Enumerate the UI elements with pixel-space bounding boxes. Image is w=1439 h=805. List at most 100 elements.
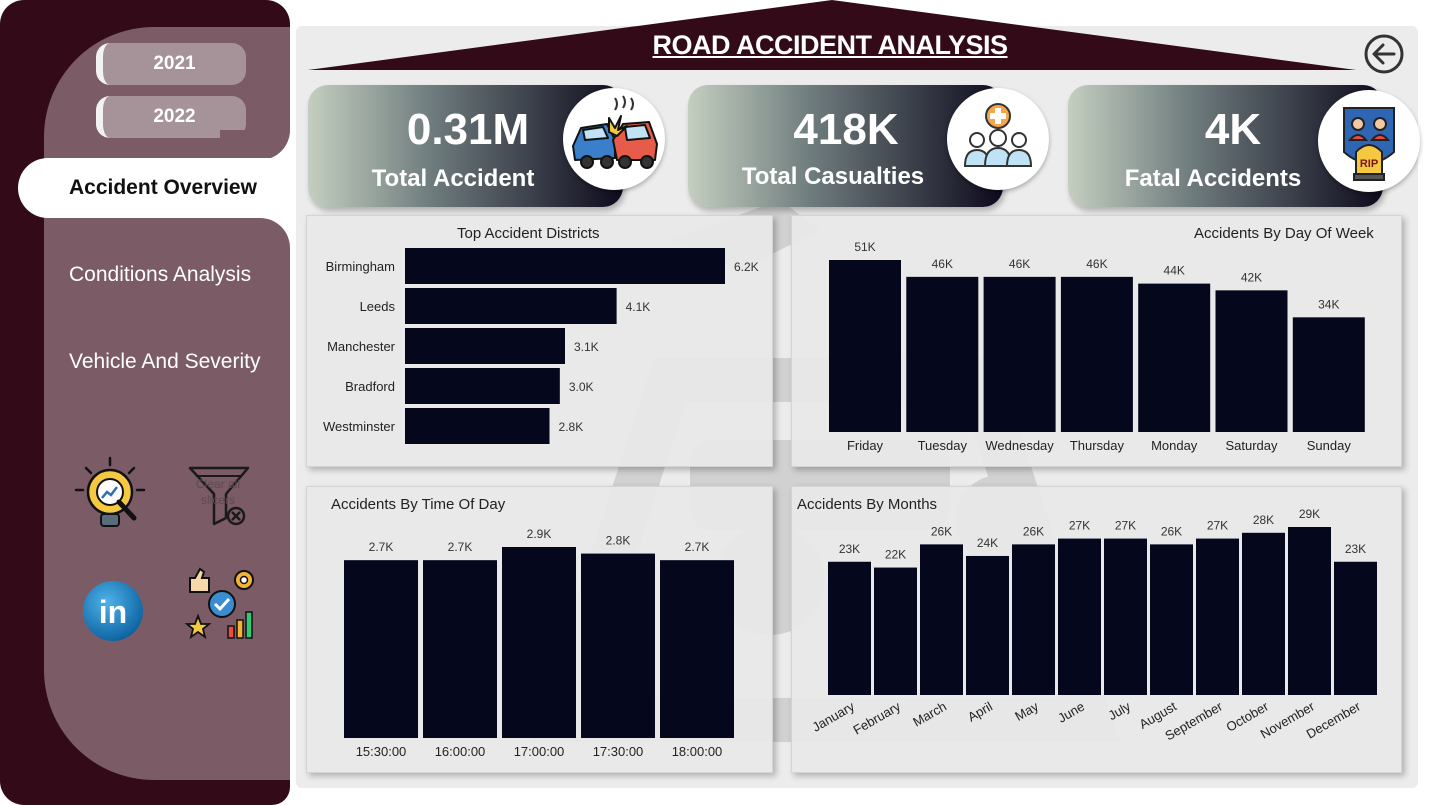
bar [874,567,917,695]
nav-conditions-analysis[interactable]: Conditions Analysis [69,263,252,286]
category-label: Sunday [1307,438,1352,453]
data-label: 34K [1318,297,1339,311]
category-label: Wednesday [985,438,1054,453]
filter-clear-icon[interactable]: Clear all slicers [186,462,262,538]
category-label: Monday [1151,438,1198,453]
category-label: January [809,698,857,734]
bar [405,248,725,284]
year-button-2021[interactable]: 2021 [96,43,246,85]
chart-title: Accidents By Months [797,496,938,513]
category-label: May [1012,698,1041,724]
bar [1292,317,1365,432]
data-label: 3.0K [569,380,594,394]
bar [1138,283,1211,432]
data-label: 27K [1207,519,1228,533]
linkedin-icon[interactable]: in [82,580,144,642]
chart-top-accident-districts: Top Accident Districts Birmingham 6.2K Lee… [306,215,773,467]
bar [423,560,497,738]
category-label: July [1105,698,1133,723]
data-label: 24K [977,536,998,550]
kpi-value: 0.31M [406,105,530,154]
category-label: 15:30:00 [356,744,407,759]
category-label: Westminster [323,419,396,434]
data-label: 2.9K [527,527,552,541]
category-label: Manchester [327,339,396,354]
chart-svg: 2.7K 15:30:00 2.7K 16:00:00 2.9K 17:00:00 2.8K… [344,527,734,759]
title-banner [308,0,1356,70]
car-crash-icon [563,88,665,190]
category-label: February [850,698,903,737]
data-label: 44K [1164,264,1185,278]
kpi-label: Total Casualties [741,163,925,190]
bar [1288,527,1331,695]
svg-text:RIP: RIP [1360,158,1378,170]
category-label: Friday [847,438,884,453]
chart-svg: 51K Friday 46K Tuesday 46K Wednesday 46K Thursd… [829,240,1365,453]
bar [1196,538,1239,695]
category-label: Leeds [360,299,396,314]
rip-tombstone-icon: RIP [1318,90,1420,192]
bar [405,408,550,444]
people-medical-icon [947,88,1049,190]
data-label: 42K [1241,270,1262,284]
page-title: ROAD ACCIDENT ANALYSIS [652,30,1008,60]
bar [966,555,1009,695]
data-label: 2.7K [685,540,710,554]
bar [829,260,901,432]
category-label: Thursday [1070,438,1125,453]
category-label: June [1055,699,1087,726]
data-label: 2.8K [606,534,631,548]
bar [344,560,418,738]
bar [983,276,1056,432]
bar [1012,544,1055,695]
kpi-label: Fatal Accidents [1124,165,1302,192]
bar [405,288,617,324]
chart-accidents-by-time-of-day: Accidents By Time Of Day 2.7K 15:30:00 2.7… [306,486,773,773]
data-label: 46K [1086,257,1107,271]
category-label: 18:00:00 [672,744,723,759]
data-label: 27K [1115,519,1136,533]
bar [1215,290,1288,432]
bar [502,547,576,738]
back-arrow-icon[interactable] [1363,33,1405,75]
bar [1242,532,1285,695]
kpi-value: 418K [793,105,899,154]
nav-active-curve-bottom [220,218,290,248]
category-label: 16:00:00 [435,744,486,759]
svg-text:in: in [99,594,127,630]
kpi-label: Total Accident [371,165,535,192]
chart-svg: 23K January 22K February 26K March 24K April 26K… [809,507,1377,743]
performance-icon[interactable] [184,566,260,642]
data-label: 23K [1345,542,1366,556]
category-label: 17:30:00 [593,744,644,759]
data-label: 28K [1253,513,1274,527]
data-label: 29K [1299,507,1320,521]
chart-title: Accidents By Day Of Week [1194,225,1374,242]
data-label: 26K [1161,524,1182,538]
chart-accidents-by-day-of-week: Accidents By Day Of Week 51K Friday 46K Tue… [791,215,1402,467]
chart-accidents-by-months: Accidents By Months 23K January 22K Februar… [791,486,1402,773]
data-label: 2.8K [559,420,584,434]
bar [581,553,655,738]
data-label: 22K [885,548,906,562]
bar [405,368,560,404]
bar [906,276,979,432]
idea-chart-icon[interactable] [72,456,148,532]
kpi-card-fatal-accidents: 4K Fatal Accidents [1068,85,1383,207]
bar [828,561,871,695]
data-label: 46K [1009,257,1030,271]
category-label: 17:00:00 [514,744,565,759]
data-label: 2.7K [448,540,473,554]
data-label: 2.7K [369,540,394,554]
data-label: 23K [839,542,860,556]
bar [660,560,734,738]
data-label: 3.1K [574,340,599,354]
data-label: 51K [854,240,875,254]
data-label: 46K [932,257,953,271]
bar [920,544,963,695]
nav-vehicle-and-severity[interactable]: Vehicle And Severity [69,350,261,373]
bar [1060,276,1133,432]
chart-title: Accidents By Time Of Day [331,496,506,513]
nav-accident-overview[interactable]: Accident Overview [18,158,290,218]
category-label: Tuesday [918,438,968,453]
